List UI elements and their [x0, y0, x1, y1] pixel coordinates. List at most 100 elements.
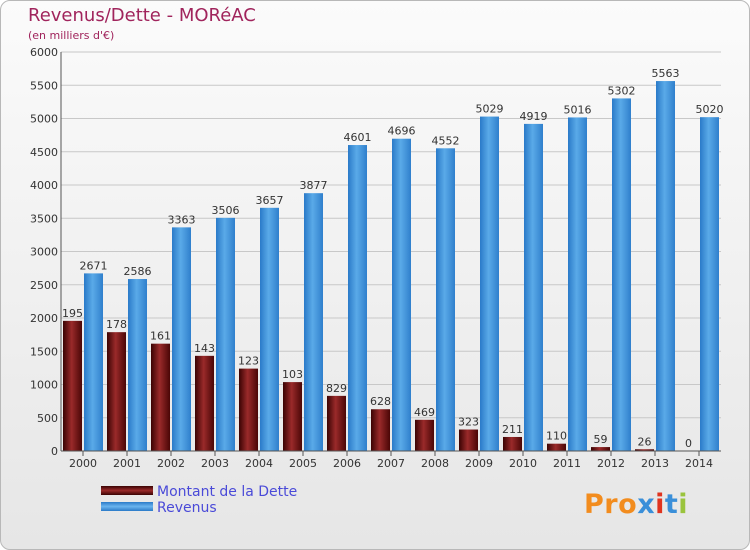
bar-debt	[415, 419, 434, 451]
data-label-revenus: 2671	[80, 259, 108, 272]
data-label-debt: 178	[106, 318, 127, 331]
y-tick-label: 500	[37, 412, 58, 425]
y-tick-label: 4000	[30, 179, 58, 192]
x-tick-label: 2003	[201, 457, 229, 470]
x-tick-label: 2000	[69, 457, 97, 470]
data-label-revenus: 3657	[256, 194, 284, 207]
bar-debt	[151, 343, 170, 451]
legend-swatch-debt	[101, 486, 153, 495]
y-tick-label: 3500	[30, 212, 58, 225]
chart-subtitle: (en milliers d'€)	[28, 29, 115, 42]
x-tick-label: 2004	[245, 457, 273, 470]
bar-revenus	[128, 279, 147, 451]
bar-revenus	[568, 117, 587, 451]
data-label-debt: 0	[685, 437, 692, 450]
x-tick-label: 2007	[377, 457, 405, 470]
logo-letter: r	[604, 489, 619, 520]
x-tick-label: 2002	[157, 457, 185, 470]
bar-debt	[239, 368, 258, 451]
legend-label-debt: Montant de la Dette	[157, 484, 298, 500]
y-tick-label: 5000	[30, 113, 58, 126]
bar-revenus	[524, 123, 543, 451]
logo-letter: o	[618, 489, 638, 520]
proxiti-logo: Proxiti	[584, 489, 688, 520]
y-tick-label: 3000	[30, 246, 58, 259]
data-label-revenus: 4552	[432, 134, 460, 147]
bar-revenus	[304, 193, 323, 451]
data-label-debt: 161	[150, 330, 171, 343]
chart-title: Revenus/Dette - MORéAC	[28, 5, 256, 26]
data-label-revenus: 4696	[388, 125, 416, 138]
y-tick-label: 0	[51, 445, 58, 458]
data-label-revenus: 3363	[168, 213, 196, 226]
x-tick-label: 2005	[289, 457, 317, 470]
x-tick-label: 2011	[553, 457, 581, 470]
legend-swatch-revenus	[101, 502, 153, 511]
bar-revenus	[700, 117, 719, 452]
data-label-revenus: 4601	[344, 131, 372, 144]
bar-debt	[591, 447, 610, 451]
bar-debt	[371, 409, 390, 451]
logo-letter: t	[664, 489, 679, 520]
data-label-revenus: 5016	[564, 103, 592, 116]
data-label-debt: 829	[326, 382, 347, 395]
x-tick-label: 2012	[597, 457, 625, 470]
bar-revenus	[392, 138, 411, 451]
bar-debt	[283, 382, 302, 451]
data-label-revenus: 5563	[652, 67, 680, 80]
y-tick-label: 4500	[30, 146, 58, 159]
x-tick-label: 2010	[509, 457, 537, 470]
y-tick-label: 2500	[30, 279, 58, 292]
data-label-debt: 469	[414, 406, 435, 419]
data-label-revenus: 4919	[520, 110, 548, 123]
bar-debt	[327, 395, 346, 451]
bar-revenus	[612, 98, 631, 452]
bar-revenus	[656, 81, 675, 452]
bar-debt	[547, 443, 566, 451]
x-tick-label: 2009	[465, 457, 493, 470]
data-label-debt: 103	[282, 368, 303, 381]
bar-revenus	[216, 217, 235, 451]
data-label-debt: 110	[546, 430, 567, 443]
logo-letter: x	[637, 489, 656, 520]
legend-label-revenus: Revenus	[157, 500, 217, 516]
data-label-revenus: 5029	[476, 103, 504, 116]
data-label-debt: 323	[458, 416, 479, 429]
x-tick-label: 2014	[685, 457, 713, 470]
data-label-debt: 195	[62, 307, 83, 320]
bar-debt	[503, 436, 522, 451]
x-tick-label: 2013	[641, 457, 669, 470]
bar-revenus	[260, 207, 279, 451]
bar-debt	[459, 429, 478, 451]
x-tick-label: 2008	[421, 457, 449, 470]
bar-revenus	[84, 273, 103, 451]
x-tick-label: 2006	[333, 457, 361, 470]
bar-revenus	[348, 145, 367, 451]
data-label-revenus: 5302	[608, 84, 636, 97]
y-tick-label: 5500	[30, 79, 58, 92]
logo-letter: P	[584, 489, 605, 520]
data-label-debt: 143	[194, 342, 215, 355]
data-label-debt: 123	[238, 355, 259, 368]
y-tick-label: 1000	[30, 379, 58, 392]
y-tick-label: 2000	[30, 312, 58, 325]
data-label-revenus: 3506	[212, 204, 240, 217]
y-tick-label: 6000	[30, 46, 58, 59]
data-label-debt: 59	[594, 433, 608, 446]
data-label-revenus: 3877	[300, 179, 328, 192]
logo-letter: i	[655, 489, 665, 520]
data-label-debt: 26	[638, 435, 652, 448]
logo-letter: i	[678, 489, 689, 520]
data-label-revenus: 2586	[124, 265, 152, 278]
bar-debt	[107, 332, 126, 451]
bar-revenus	[172, 227, 191, 451]
bar-debt	[635, 449, 654, 451]
data-label-debt: 211	[502, 423, 523, 436]
bar-debt	[63, 320, 82, 451]
bar-revenus	[436, 148, 455, 452]
data-label-revenus: 5020	[696, 103, 724, 116]
y-tick-label: 1500	[30, 345, 58, 358]
x-tick-label: 2001	[113, 457, 141, 470]
